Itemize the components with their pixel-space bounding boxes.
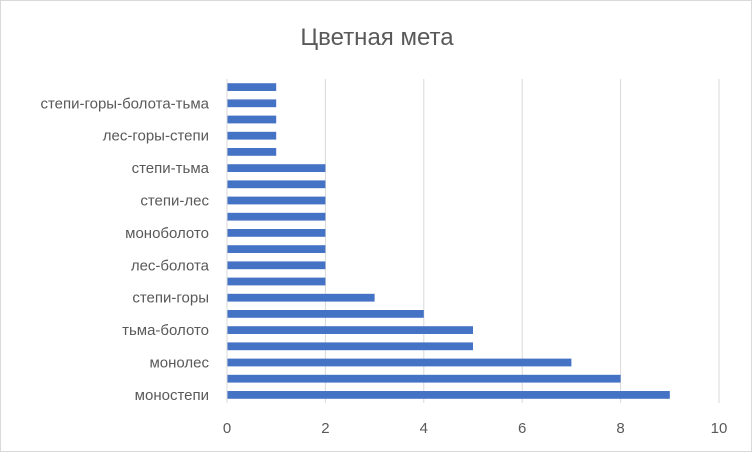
- category-label: лес-горы-степи: [103, 128, 209, 145]
- bar: [227, 196, 326, 205]
- x-tick-label: 2: [321, 420, 329, 437]
- x-tick-label: 8: [616, 420, 624, 437]
- bar: [227, 261, 326, 270]
- bar: [227, 229, 326, 237]
- bar: [227, 293, 375, 302]
- bar: [227, 99, 277, 108]
- x-tick-label: 4: [420, 420, 428, 437]
- bar: [227, 180, 326, 189]
- bar: [227, 342, 473, 351]
- bar: [227, 83, 277, 91]
- category-label: монолес: [149, 355, 209, 372]
- bar: [227, 131, 277, 140]
- bar: [227, 310, 424, 318]
- category-label: моностепи: [135, 387, 209, 404]
- x-tick-label: 6: [518, 420, 526, 437]
- bar: [227, 148, 277, 156]
- bar: [227, 358, 572, 367]
- category-label: степи-лес: [140, 193, 209, 210]
- bar: [227, 326, 473, 334]
- category-label: степи-горы: [132, 290, 209, 307]
- category-labels: моностепи монолес тьма-болото степи-горы лес…: [40, 95, 209, 404]
- category-label: моноболото: [125, 225, 209, 242]
- value-axis-tick-labels: 0 2 4 6 8 10: [223, 420, 728, 437]
- bar: [227, 374, 621, 383]
- gridlines: [324, 79, 720, 403]
- bar: [227, 164, 326, 172]
- x-tick-label: 0: [223, 420, 231, 437]
- category-label: степи-тьма: [132, 160, 210, 177]
- category-label: лес-болота: [131, 257, 210, 274]
- bar: [227, 277, 326, 286]
- category-label: тьма-болото: [122, 322, 209, 339]
- bar: [227, 391, 670, 399]
- chart-title: Цветная мета: [300, 24, 454, 51]
- bar: [227, 115, 277, 124]
- x-tick-label: 10: [711, 420, 728, 437]
- bar: [227, 245, 326, 253]
- bars: [227, 83, 670, 399]
- category-label: степи-горы-болота-тьма: [40, 95, 209, 112]
- bar: [227, 212, 326, 221]
